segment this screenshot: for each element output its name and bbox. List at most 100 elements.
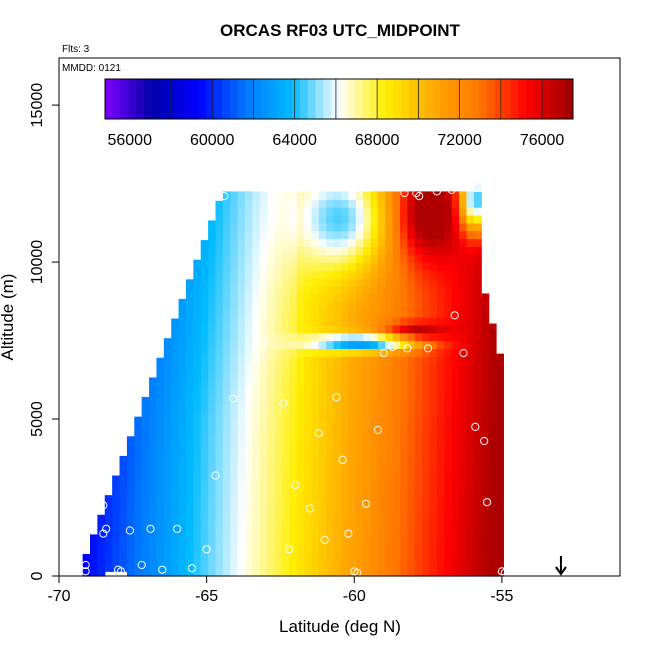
- heatmap-cell: [134, 513, 143, 522]
- heatmap-cell: [149, 528, 158, 538]
- heatmap-cell: [414, 521, 423, 530]
- heatmap-cell: [215, 473, 224, 483]
- heatmap-cell: [156, 528, 165, 538]
- heatmap-cell: [311, 505, 320, 514]
- heatmap-cell: [304, 450, 313, 459]
- heatmap-cell: [363, 340, 372, 349]
- heatmap-cell: [156, 560, 165, 569]
- heatmap-cell: [119, 508, 128, 517]
- heatmap-cell: [237, 568, 246, 577]
- heatmap-cell: [392, 269, 401, 279]
- heatmap-cell: [304, 560, 313, 569]
- heatmap-cell: [304, 497, 313, 506]
- heatmap-cell: [326, 207, 335, 216]
- heatmap-cell: [348, 442, 357, 452]
- heatmap-cell: [193, 521, 202, 530]
- heatmap-cell: [171, 536, 180, 546]
- heatmap-cell: [318, 450, 327, 459]
- heatmap-cell: [215, 450, 224, 459]
- heatmap-cell: [348, 505, 357, 514]
- heatmap-cell: [333, 222, 342, 232]
- colorbar-swatch: [557, 79, 566, 119]
- heatmap-cell: [481, 544, 490, 554]
- heatmap-cell: [311, 442, 320, 452]
- heatmap-cell: [466, 238, 475, 247]
- heatmap-cell: [392, 395, 401, 404]
- heatmap-cell: [451, 536, 460, 546]
- colorbar: 56000 60000 64000 68000 72000 76000: [104, 78, 574, 149]
- heatmap-cell: [436, 222, 445, 232]
- heatmap-cell: [414, 309, 423, 318]
- heatmap-cell: [318, 513, 327, 522]
- heatmap-cell: [296, 309, 305, 318]
- heatmap-cell: [370, 285, 379, 295]
- heatmap-cell: [200, 513, 209, 522]
- heatmap-cell: [215, 207, 224, 216]
- observation-point: [285, 545, 294, 554]
- heatmap-cell: [163, 411, 172, 420]
- heatmap-cell: [422, 246, 431, 255]
- heatmap-cell: [311, 191, 320, 200]
- heatmap-cell: [422, 317, 431, 326]
- heatmap-cell: [156, 434, 165, 444]
- heatmap-cell: [237, 364, 246, 373]
- heatmap-cell: [355, 387, 364, 397]
- heatmap-cell: [237, 497, 246, 506]
- heatmap-cell: [363, 222, 372, 232]
- heatmap-cell: [414, 473, 423, 483]
- heatmap-cell: [363, 246, 372, 255]
- heatmap-cell: [385, 466, 394, 475]
- heatmap-cell: [222, 528, 231, 538]
- heatmap-cell: [289, 450, 298, 459]
- heatmap-cell: [149, 419, 158, 428]
- heatmap-cell: [304, 521, 313, 530]
- heatmap-cell: [392, 340, 401, 349]
- heatmap-cell: [237, 466, 246, 475]
- heatmap-cell: [407, 356, 416, 365]
- heatmap-cell: [451, 324, 460, 334]
- heatmap-cell: [355, 317, 364, 326]
- heatmap-cell: [245, 207, 253, 216]
- heatmap-cell: [304, 340, 313, 349]
- heatmap-cell: [385, 379, 394, 389]
- heatmap-cell: [171, 324, 180, 334]
- heatmap-cell: [215, 348, 224, 357]
- heatmap-cell: [156, 521, 165, 530]
- heatmap-cell: [296, 528, 305, 538]
- heatmap-cell: [274, 238, 283, 247]
- heatmap-cell: [281, 568, 290, 577]
- heatmap-cells: [82, 183, 504, 577]
- heatmap-cell: [363, 395, 372, 404]
- heatmap-cell: [326, 568, 335, 577]
- heatmap-cell: [141, 521, 150, 530]
- heatmap-cell: [259, 191, 268, 200]
- heatmap-cell: [488, 348, 497, 357]
- heatmap-cell: [141, 552, 150, 561]
- heatmap-cell: [355, 442, 364, 452]
- heatmap-cell: [348, 199, 357, 208]
- heatmap-cell: [230, 481, 239, 491]
- heatmap-cell: [422, 466, 431, 475]
- heatmap-cell: [230, 528, 239, 538]
- heatmap-cell: [252, 426, 261, 436]
- heatmap-cell: [208, 458, 217, 467]
- heatmap-cell: [466, 536, 475, 546]
- heatmap-cell: [215, 324, 224, 334]
- heatmap-cell: [311, 473, 320, 483]
- heatmap-cell: [488, 521, 497, 530]
- heatmap-cell: [444, 371, 453, 381]
- heatmap-cell: [267, 473, 276, 483]
- heatmap-cell: [208, 403, 217, 412]
- heatmap-cell: [296, 371, 305, 381]
- heatmap-cell: [259, 466, 268, 475]
- heatmap-cell: [348, 191, 357, 200]
- heatmap-cell: [289, 536, 298, 546]
- heatmap-cell: [495, 371, 504, 381]
- heatmap-cell: [200, 419, 209, 428]
- heatmap-cell: [348, 222, 357, 232]
- heatmap-cell: [230, 309, 239, 318]
- heatmap-cell: [171, 318, 180, 326]
- colorbar-swatch: [245, 79, 254, 119]
- heatmap-cell: [193, 481, 202, 491]
- observation-point: [314, 429, 323, 438]
